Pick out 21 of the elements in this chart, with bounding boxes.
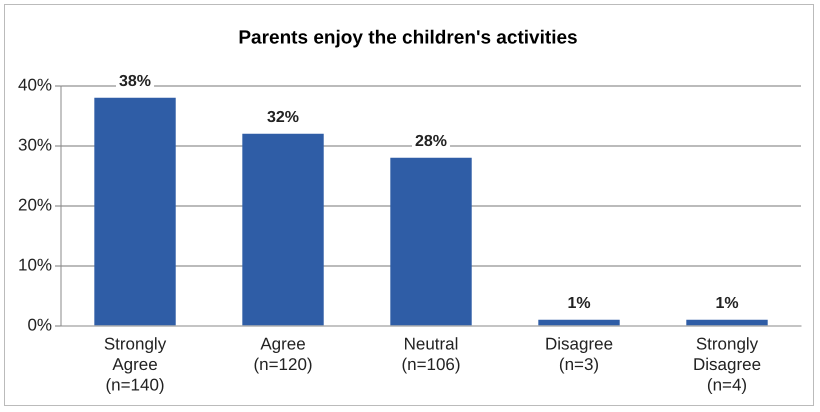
- data-label: 1%: [715, 295, 739, 312]
- x-tick-label: Strongly Agree (n=140): [104, 334, 167, 394]
- x-tick-label: Disagree (n=3): [544, 334, 614, 374]
- x-tick-label: Agree (n=120): [253, 334, 313, 374]
- bar: [686, 320, 768, 326]
- data-label: 28%: [414, 133, 448, 150]
- y-tick-label: 40%: [18, 75, 52, 94]
- bar: [242, 134, 324, 326]
- data-label: 32%: [267, 109, 300, 126]
- y-tick-label: 30%: [18, 135, 52, 154]
- data-label: 38%: [119, 73, 152, 90]
- bar: [538, 320, 620, 326]
- x-tick-label: Strongly Disagree (n=4): [692, 334, 762, 394]
- y-tick-label: 0%: [27, 315, 52, 334]
- bar: [390, 158, 472, 326]
- data-label: 1%: [567, 295, 591, 312]
- y-tick-label: 10%: [18, 255, 52, 274]
- bar: [94, 98, 176, 326]
- chart-title: Parents enjoy the children's activities: [238, 28, 578, 49]
- x-tick-label: Neutral (n=106): [401, 334, 461, 374]
- y-tick-label: 20%: [18, 195, 52, 214]
